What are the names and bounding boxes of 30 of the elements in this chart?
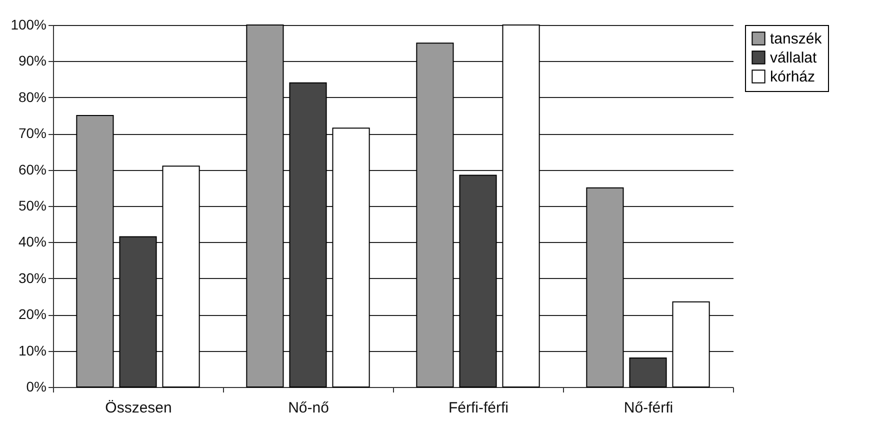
- x-tick-label: Összesen: [105, 400, 172, 416]
- bar: [629, 358, 667, 388]
- y-tick-label: 0%: [26, 378, 46, 394]
- y-tick-label: 60%: [18, 161, 46, 178]
- bar: [76, 115, 114, 388]
- x-tick-label: Férfi-férfi: [448, 400, 508, 416]
- bar: [672, 301, 710, 388]
- legend-label: kórház: [770, 68, 816, 86]
- y-tick-label: 10%: [18, 342, 46, 358]
- bar: [289, 82, 327, 388]
- bar: [502, 24, 540, 388]
- y-tick-label: 80%: [18, 88, 46, 105]
- y-tick-label: 100%: [10, 16, 46, 32]
- y-tick-label: 90%: [18, 52, 46, 69]
- x-tick-label: Nő-férfi: [624, 400, 674, 416]
- y-tick-label: 70%: [18, 125, 46, 142]
- legend-label: vállalat: [770, 50, 818, 66]
- y-tick-label: 30%: [18, 270, 46, 286]
- bar: [119, 236, 157, 388]
- y-tick-label: 50%: [18, 198, 46, 214]
- bar: [416, 42, 454, 388]
- x-tick-label: Nő-nő: [288, 400, 329, 416]
- y-tick-label: 20%: [18, 306, 46, 322]
- bar: [246, 24, 284, 388]
- bar: [586, 187, 624, 388]
- legend-label: tanszék: [770, 30, 822, 48]
- bar: [459, 174, 497, 388]
- bar: [332, 128, 370, 388]
- y-tick-label: 40%: [18, 234, 46, 250]
- bar: [162, 166, 200, 388]
